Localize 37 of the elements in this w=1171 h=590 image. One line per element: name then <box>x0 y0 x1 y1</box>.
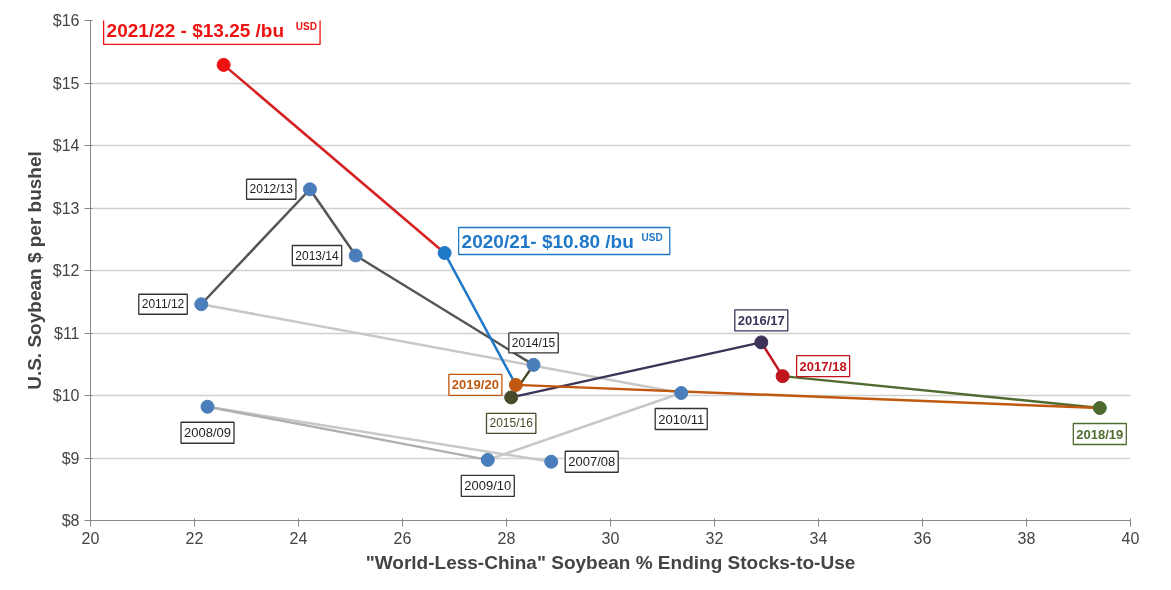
x-tick-label: 36 <box>913 529 932 547</box>
x-tick-label: 24 <box>289 529 308 547</box>
y-tick-label: $11 <box>53 324 80 342</box>
x-tick-label: 30 <box>601 529 620 547</box>
x-tick-label: 32 <box>705 529 724 547</box>
y-tick-label: $16 <box>52 12 80 29</box>
y-tick-label: $10 <box>52 387 80 404</box>
annotation: 2015/16 <box>489 416 534 431</box>
x-tick-label: 26 <box>393 529 412 547</box>
annotation: 2013/14 <box>295 248 340 263</box>
annotation: 2008/09 <box>184 425 231 441</box>
annotation: 2010/11 <box>658 411 705 427</box>
x-tick-label: 20 <box>81 529 100 547</box>
y-tick-label: $8 <box>61 512 80 529</box>
y-tick-label: $9 <box>61 449 80 467</box>
annotation: 2007/08 <box>568 454 616 470</box>
annotation: 2018/19 <box>1076 426 1124 442</box>
x-tick-label: 40 <box>1121 529 1140 547</box>
x-tick-label: 22 <box>185 529 204 547</box>
y-tick-label: $12 <box>52 262 80 279</box>
annotation: 2009/10 <box>464 478 512 494</box>
x-tick-label: 34 <box>809 529 828 547</box>
x-tick-label: 38 <box>1017 529 1036 547</box>
annotation: 2014/15 <box>511 335 556 350</box>
annotation: 2021/22 - $13.25 /bu USD <box>106 20 317 42</box>
x-axis-title: "World-Less-China" Soybean % Ending Stocks-to-Use <box>365 551 856 573</box>
annotation: 2012/13 <box>249 182 294 197</box>
y-axis-title: U.S. Soybean $ per bushel <box>23 151 45 390</box>
annotation: 2017/18 <box>799 358 847 374</box>
x-tick-label: 28 <box>497 529 516 547</box>
y-tick-label: $14 <box>52 137 80 154</box>
annotation: 2019/20 <box>451 377 499 393</box>
annotation: 2016/17 <box>737 312 785 328</box>
y-tick-label: $13 <box>52 199 80 217</box>
annotation: 2011/12 <box>141 297 185 312</box>
annotation: 2020/21- $10.80 /bu USD <box>461 230 663 252</box>
y-tick-label: $15 <box>52 74 80 92</box>
